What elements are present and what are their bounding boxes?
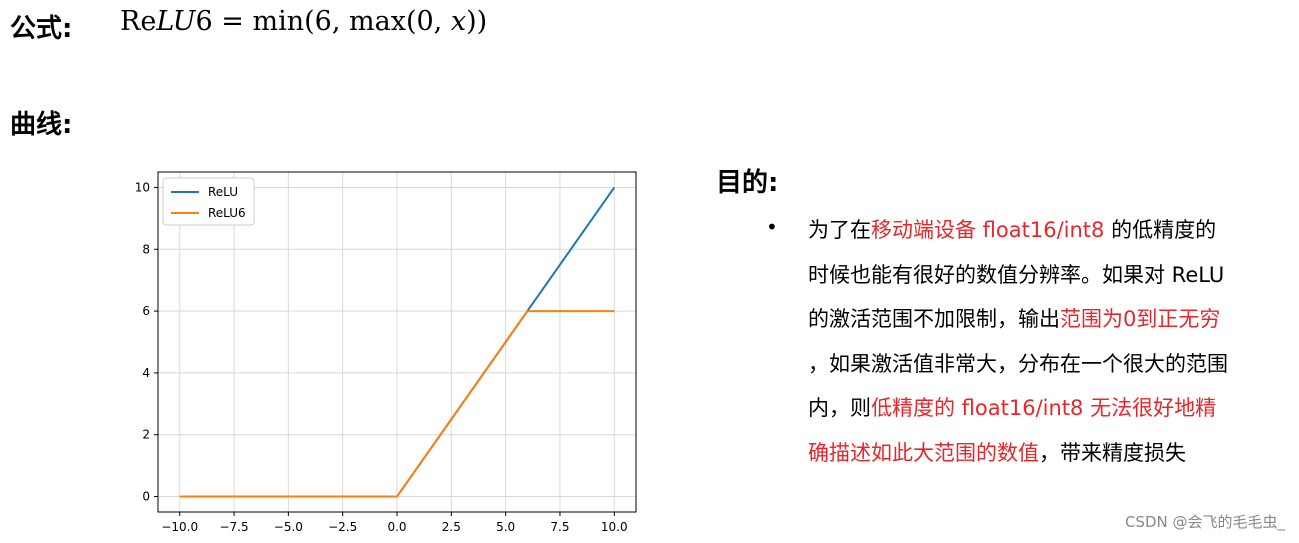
formula-lhs-prefix: Re: [120, 6, 157, 37]
x-tick-label: 7.5: [550, 520, 569, 534]
paragraph-line: 内，则低精度的 float16/int8 无法很好地精: [808, 386, 1296, 431]
relu-chart: −10.0 −7.5 −5.0 −2.5 0.0 2.5 5.0 7.5 10.0 0 2 4 6 8 10…: [135, 171, 637, 534]
csdn-watermark: CSDN @会飞的毛毛虫_: [1124, 513, 1285, 531]
x-tick-label: 2.5: [442, 520, 461, 534]
paragraph-line: ，如果激活值非常大，分布在一个很大的范围: [808, 342, 1296, 387]
formula-rhs-a: = min(6, max(0,: [212, 6, 451, 37]
body-text: 的激活范围不加限制，输出: [808, 307, 1060, 332]
highlight-text: 确描述如此大范围的数值: [808, 440, 1039, 465]
relu6-formula: ReLU6 = min(6, max(0, x)): [120, 6, 487, 37]
x-tick-label: −10.0: [161, 520, 198, 534]
x-tick-label: −5.0: [274, 520, 303, 534]
legend-label: ReLU6: [208, 206, 246, 220]
highlight-text: 移动端设备 float16/int8: [871, 218, 1105, 242]
x-tick-label: −2.5: [328, 520, 357, 534]
x-tick-label: 5.0: [496, 520, 515, 534]
paragraph-line: 确描述如此大范围的数值，带来精度损失: [808, 431, 1296, 476]
y-tick-label: 2: [142, 428, 150, 442]
body-text: 内，则: [808, 396, 871, 421]
body-text: 时候也能有很好的数值分辨率。如果对 ReLU: [808, 262, 1225, 287]
formula-variable: x: [450, 6, 467, 37]
y-tick-label: 4: [142, 366, 150, 380]
x-tick-label: −7.5: [219, 520, 248, 534]
x-tick-label: 0.0: [387, 520, 406, 534]
paragraph-line: 为了在移动端设备 float16/int8 的低精度的: [808, 208, 1296, 253]
bullet-point: •: [766, 215, 778, 239]
series-line-relu6: [179, 310, 615, 498]
body-text: ，如果激活值非常大，分布在一个很大的范围: [808, 351, 1228, 376]
body-text: 为了在: [808, 218, 871, 242]
highlight-text: 范围为0到正无穷: [1060, 307, 1221, 332]
y-tick-label: 10: [135, 180, 150, 194]
body-text: ，带来精度损失: [1039, 440, 1186, 465]
y-tick-label: 8: [142, 242, 150, 256]
legend-label: ReLU: [208, 185, 238, 199]
curve-heading: 曲线:: [10, 110, 73, 140]
x-tick-label: 10.0: [601, 520, 628, 534]
y-tick-label: 0: [142, 490, 150, 504]
highlight-text: 低精度的 float16/int8 无法很好地精: [871, 396, 1217, 421]
purpose-heading: 目的:: [716, 168, 779, 198]
formula-lhs-italic: LU: [156, 6, 196, 37]
formula-heading: 公式:: [10, 14, 73, 44]
paragraph-line: 的激活范围不加限制，输出范围为0到正无穷: [808, 297, 1296, 342]
purpose-paragraph: 为了在移动端设备 float16/int8 的低精度的时候也能有很好的数值分辨率…: [808, 208, 1296, 476]
paragraph-line: 时候也能有很好的数值分辨率。如果对 ReLU: [808, 253, 1296, 298]
body-text: 的低精度的: [1104, 218, 1217, 242]
y-tick-label: 6: [142, 304, 150, 318]
formula-rhs-b: )): [466, 6, 488, 37]
formula-lhs-suffix: 6: [195, 6, 213, 37]
